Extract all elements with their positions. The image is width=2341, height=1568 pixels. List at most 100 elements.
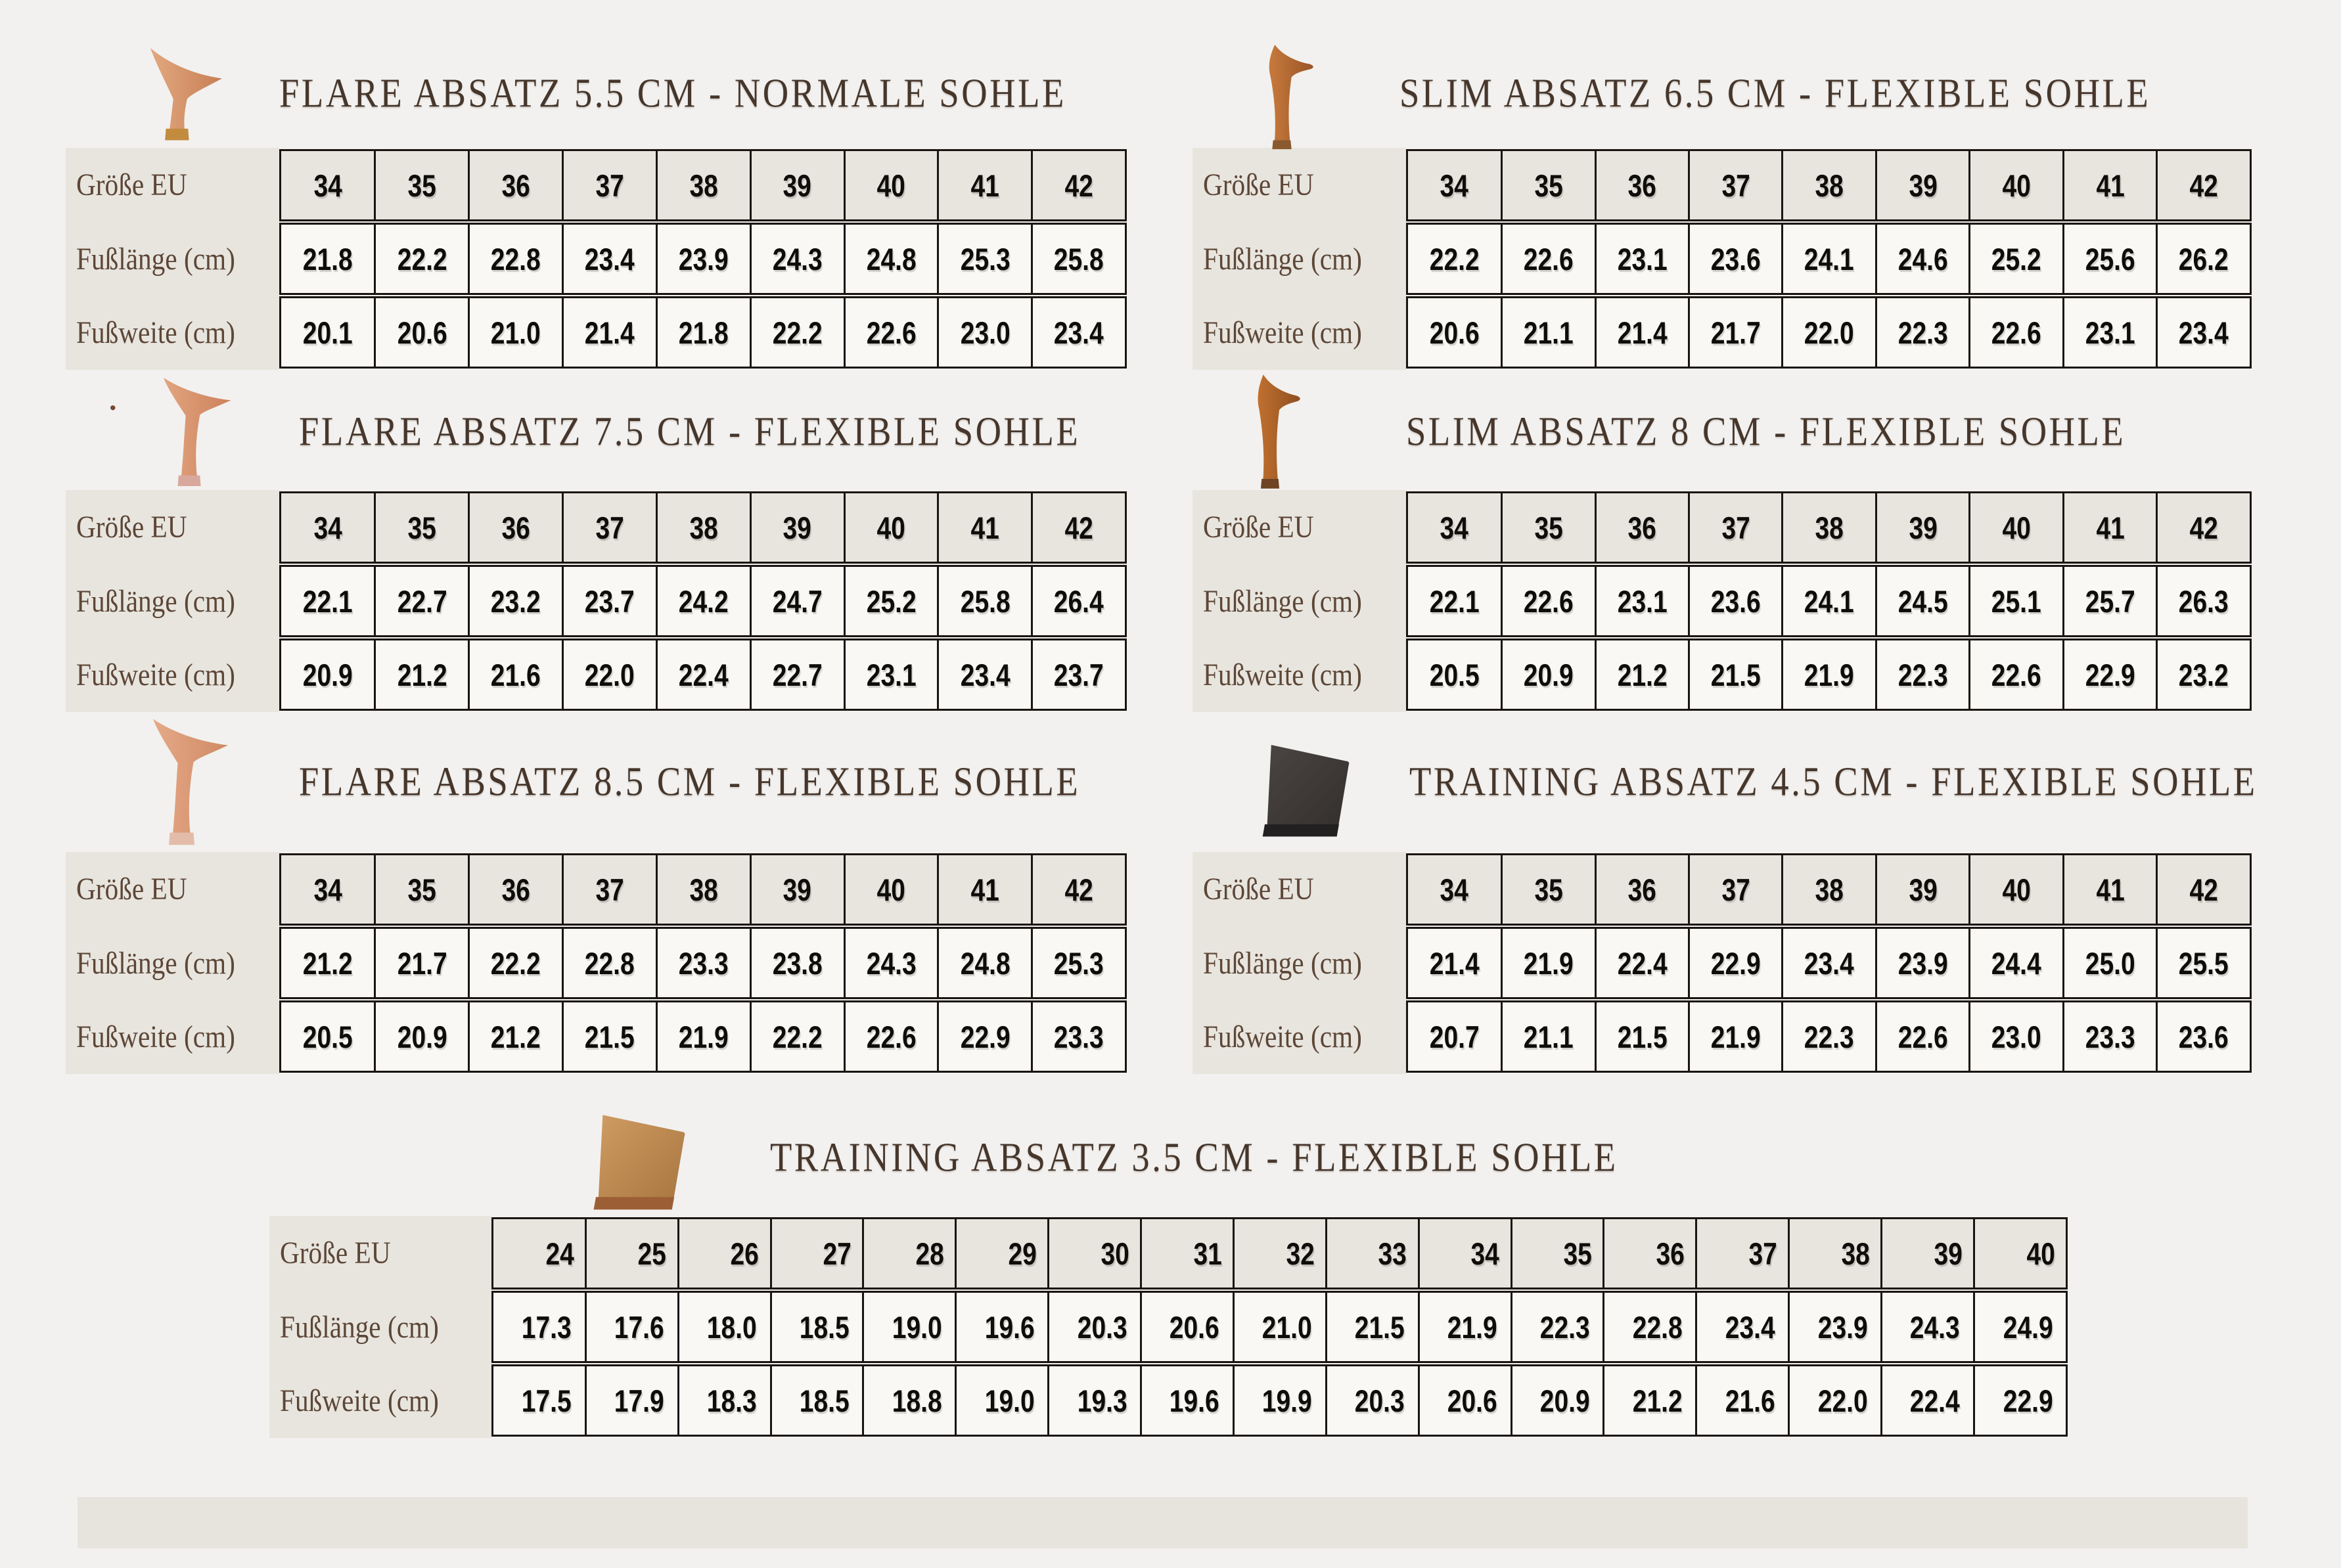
foot-width-value: 21.0	[470, 296, 564, 369]
foot-width-value: 23.7	[1033, 638, 1127, 711]
size-col-header: 40	[845, 491, 940, 564]
foot-length-value: 22.2	[1406, 223, 1503, 295]
foot-length-row: 21.8 22.2 22.8 23.4 23.9 24.3 24.8 25.3 25.8	[279, 223, 1127, 295]
row-label-column: Größe EU Fußlänge (cm) Fußweite (cm)	[1193, 490, 1406, 712]
size-col-header: 34	[1406, 491, 1503, 564]
foot-length-value: 21.9	[1503, 927, 1597, 999]
foot-width-row: 20.9 21.2 21.6 22.0 22.4 22.7 23.1 23.4 23.7	[279, 638, 1127, 711]
size-row: 34 35 36 37 38 39 40 41 42	[279, 853, 1127, 926]
foot-length-value: 22.9	[1689, 927, 1784, 999]
size-col-header: 38	[657, 149, 752, 221]
row-label-width: Fußweite (cm)	[76, 1019, 235, 1055]
section-slim-absatz-6-5: SLIM ABSATZ 6.5 CM - FLEXIBLE SOHLE Größ…	[1193, 39, 2252, 370]
foot-length-value: 21.0	[1234, 1291, 1327, 1363]
foot-length-value: 25.6	[2064, 223, 2158, 295]
size-grid: 34 35 36 37 38 39 40 41 42 21.4 21.9 22.4 22.9 23.4 2…	[1406, 852, 2252, 1074]
foot-length-value: 23.6	[1689, 223, 1784, 295]
size-col-header: 41	[939, 491, 1034, 564]
row-label-length: Fußlänge (cm)	[1203, 945, 1362, 981]
section-title: FLARE ABSATZ 8.5 CM - FLEXIBLE SOHLE	[299, 759, 1081, 805]
size-col-header: 36	[1596, 491, 1690, 564]
size-row: 34 35 36 37 38 39 40 41 42	[1406, 853, 2252, 926]
slim-heel-icon	[1240, 373, 1315, 491]
foot-length-value: 25.2	[1970, 223, 2064, 295]
foot-width-value: 18.3	[679, 1364, 772, 1437]
row-label-width: Fußweite (cm)	[280, 1383, 439, 1419]
foot-width-value: 21.6	[1697, 1364, 1790, 1437]
foot-length-value: 17.6	[586, 1291, 679, 1363]
size-grid: 24 25 26 27 28 29 30 31 32 33 34 35 36 37 38 39 40 17.3 1…	[491, 1216, 2068, 1438]
size-col-header: 40	[1970, 853, 2064, 926]
foot-length-row: 22.1 22.7 23.2 23.7 24.2 24.7 25.2 25.8 26.4	[279, 565, 1127, 637]
foot-width-value: 22.6	[1876, 1000, 1971, 1073]
row-label-width: Fußweite (cm)	[1203, 1019, 1362, 1055]
size-col-header: 36	[1604, 1217, 1698, 1289]
size-col-header: 36	[470, 491, 564, 564]
panel-header: FLARE ABSATZ 5.5 CM - NORMALE SOHLE	[66, 39, 1127, 148]
row-label-size: Größe EU	[76, 871, 187, 907]
foot-length-value: 22.6	[1503, 223, 1597, 295]
size-table: Größe EU Fußlänge (cm) Fußweite (cm) 34 3…	[1193, 148, 2252, 370]
foot-width-value: 20.7	[1406, 1000, 1503, 1073]
row-label-length: Fußlänge (cm)	[1203, 241, 1362, 277]
size-table: Größe EU Fußlänge (cm) Fußweite (cm) 34 3…	[66, 148, 1127, 370]
row-label-length: Fußlänge (cm)	[1203, 583, 1362, 619]
size-table: Größe EU Fußlänge (cm) Fußweite (cm) 24 2…	[269, 1216, 2068, 1438]
size-col-header: 37	[1697, 1217, 1790, 1289]
foot-width-value: 22.6	[1970, 638, 2064, 711]
row-label-column: Größe EU Fußlänge (cm) Fußweite (cm)	[269, 1216, 491, 1438]
foot-width-value: 20.9	[376, 1000, 470, 1073]
foot-length-value: 24.8	[939, 927, 1034, 999]
foot-width-value: 20.6	[1419, 1364, 1512, 1437]
foot-length-value: 22.4	[1596, 927, 1690, 999]
size-col-header: 38	[657, 853, 752, 926]
foot-width-value: 23.0	[1970, 1000, 2064, 1073]
foot-width-value: 18.5	[771, 1364, 865, 1437]
foot-length-value: 24.5	[1876, 565, 1971, 637]
size-col-header: 36	[470, 149, 564, 221]
foot-width-value: 22.9	[1974, 1364, 2068, 1437]
row-label-width: Fußweite (cm)	[76, 658, 235, 693]
size-col-header: 40	[1970, 491, 2064, 564]
foot-length-value: 25.2	[845, 565, 940, 637]
foot-length-row: 17.3 17.6 18.0 18.5 19.0 19.6 20.3 20.6 21.0 21.5…	[491, 1291, 2068, 1363]
foot-width-value: 19.9	[1234, 1364, 1327, 1437]
foot-width-value: 22.0	[1790, 1364, 1883, 1437]
stray-dot: .	[109, 383, 117, 416]
foot-width-value: 21.4	[564, 296, 658, 369]
size-col-header: 39	[1876, 149, 1971, 221]
size-col-header: 34	[279, 149, 376, 221]
panel-header: TRAINING ABSATZ 4.5 CM - FLEXIBLE SOHLE	[1193, 713, 2255, 852]
panel-header: TRAINING ABSATZ 3.5 CM - FLEXIBLE SOHLE	[269, 1100, 2068, 1216]
size-col-header: 35	[1503, 149, 1597, 221]
foot-width-value: 21.9	[1689, 1000, 1784, 1073]
foot-width-value: 20.9	[279, 638, 376, 711]
flare-heel-icon	[151, 376, 240, 489]
size-col-header: 38	[1783, 149, 1877, 221]
foot-length-value: 23.8	[751, 927, 846, 999]
foot-width-value: 21.6	[470, 638, 564, 711]
size-col-header: 35	[376, 853, 470, 926]
foot-length-value: 22.2	[376, 223, 470, 295]
section-slim-absatz-8: SLIM ABSATZ 8 CM - FLEXIBLE SOHLE Größe …	[1193, 374, 2252, 712]
foot-width-value: 20.6	[376, 296, 470, 369]
foot-width-value: 22.0	[564, 638, 658, 711]
size-col-header: 35	[1512, 1217, 1605, 1289]
foot-width-value: 23.3	[1033, 1000, 1127, 1073]
foot-width-value: 23.0	[939, 296, 1034, 369]
size-col-header: 39	[751, 149, 846, 221]
foot-length-value: 21.8	[279, 223, 376, 295]
foot-length-value: 22.3	[1512, 1291, 1605, 1363]
foot-width-value: 19.6	[1142, 1364, 1235, 1437]
foot-length-row: 21.2 21.7 22.2 22.8 23.3 23.8 24.3 24.8 25.3	[279, 927, 1127, 999]
foot-width-value: 21.1	[1503, 1000, 1597, 1073]
foot-width-value: 23.6	[2158, 1000, 2252, 1073]
foot-width-row: 17.5 17.9 18.3 18.5 18.8 19.0 19.3 19.6 19.9 20.3…	[491, 1364, 2068, 1437]
foot-width-value: 20.5	[1406, 638, 1503, 711]
size-col-header: 36	[1596, 149, 1690, 221]
foot-width-value: 23.3	[2064, 1000, 2158, 1073]
row-label-size: Größe EU	[76, 509, 187, 545]
size-col-header: 37	[564, 149, 658, 221]
foot-width-value: 22.4	[657, 638, 752, 711]
size-col-header: 34	[279, 491, 376, 564]
